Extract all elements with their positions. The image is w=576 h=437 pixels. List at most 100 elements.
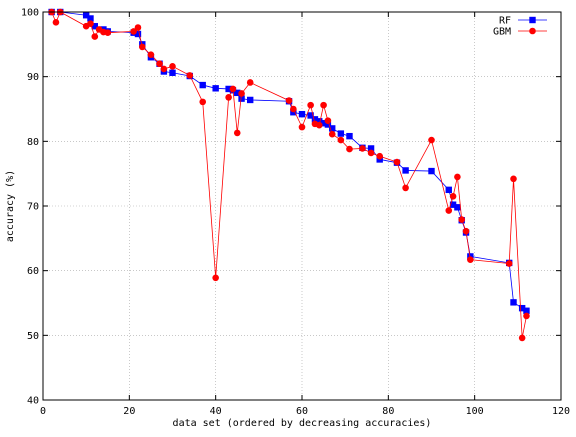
x-axis-label: data set (ordered by decreasing accuraci… — [173, 418, 432, 429]
y-tick-label: 60 — [27, 266, 39, 277]
gbm-point — [467, 256, 474, 263]
gbm-point — [445, 207, 453, 214]
gbm-point — [359, 145, 366, 152]
rf-point — [316, 118, 323, 125]
rf-point — [134, 30, 142, 38]
gbm-point — [324, 117, 332, 124]
gbm-point — [147, 51, 155, 58]
gbm-point — [290, 105, 297, 113]
rf-point — [82, 12, 90, 19]
gbm-point — [402, 184, 409, 192]
rf-point — [320, 120, 327, 127]
rf-point — [307, 112, 314, 119]
rf-point — [337, 130, 345, 137]
legend-label-rf: RF — [499, 16, 511, 27]
series-layer — [48, 8, 530, 342]
gbm-point — [510, 175, 517, 183]
x-tick-label: 60 — [296, 406, 308, 417]
gbm-point — [246, 79, 254, 86]
gbm-point — [298, 123, 306, 131]
rf-point — [238, 95, 245, 102]
gbm-point — [91, 33, 99, 40]
y-tick-label: 50 — [27, 331, 39, 342]
plot-frame — [42, 11, 562, 401]
rf-point — [449, 201, 457, 208]
gbm-point — [87, 20, 94, 27]
rf-point — [346, 132, 353, 140]
rf-point — [518, 304, 526, 312]
rf-point — [298, 110, 306, 118]
legend-marker-gbm — [529, 27, 536, 35]
gbm-point — [367, 149, 375, 157]
gbm-point — [449, 193, 457, 200]
rf-point — [428, 167, 435, 175]
rf-point — [199, 81, 206, 89]
gbm-point — [238, 90, 245, 97]
gbm-point — [328, 130, 336, 138]
gbm-point — [225, 94, 232, 101]
y-tick-label: 90 — [27, 72, 39, 83]
rf-point — [212, 85, 219, 92]
gbm-point — [346, 145, 353, 153]
x-tick-label: 80 — [382, 406, 394, 417]
gbm-point — [52, 19, 60, 26]
gbm-point — [462, 227, 470, 235]
y-tick-label: 40 — [27, 396, 39, 407]
rf-point — [225, 85, 232, 93]
rf-point — [523, 307, 530, 314]
rf-point — [247, 96, 254, 104]
gbm-point — [393, 158, 401, 166]
rf-point — [329, 125, 336, 132]
y-tick-label: 80 — [27, 137, 39, 148]
gbm-point — [104, 29, 112, 36]
y-tick-label: 70 — [27, 202, 39, 213]
gbm-point — [518, 334, 526, 342]
rf-point — [169, 69, 176, 76]
x-tick-label: 40 — [210, 406, 222, 417]
gbm-point — [186, 72, 194, 79]
gbm-point — [156, 60, 163, 68]
x-tick-label: 0 — [40, 406, 46, 417]
rf-point — [91, 23, 98, 30]
gbm-point — [523, 312, 530, 320]
gbm-point — [376, 152, 384, 160]
gbm-point — [307, 101, 314, 109]
gbm-point — [505, 260, 513, 267]
gbm-point — [285, 97, 293, 104]
gbm-point — [134, 24, 142, 31]
gbm-point — [458, 216, 466, 223]
y-tick-label: 100 — [21, 8, 39, 19]
rf-point — [454, 204, 461, 211]
gbm-point — [454, 173, 461, 181]
gbm-point — [130, 28, 137, 35]
rf-point — [367, 145, 375, 152]
x-tick-label: 20 — [123, 406, 135, 417]
rf-point — [234, 89, 241, 97]
gbm-point — [337, 136, 345, 144]
gbm-point — [320, 101, 327, 109]
gbm-point — [315, 121, 323, 129]
gbm-point — [138, 43, 146, 51]
gbm-point — [428, 136, 435, 144]
legend-label-gbm: GBM — [493, 27, 511, 38]
gbm-point — [169, 63, 176, 70]
axis-ticks: 40 50 60 70 80 90 100 0 20 40 60 80 100 120 — [21, 8, 570, 418]
y-axis-label: accuracy (%) — [5, 170, 16, 242]
gbm-point — [229, 85, 237, 93]
rf-point — [445, 186, 452, 194]
x-tick-label: 100 — [466, 406, 484, 417]
gbm-point — [199, 98, 207, 106]
gbm-point — [212, 274, 219, 282]
rf-point — [510, 299, 517, 306]
x-tick-label: 120 — [552, 406, 570, 417]
grid-lines — [43, 12, 561, 400]
rf-point — [402, 167, 409, 174]
rf-point — [87, 15, 94, 22]
gbm-point — [233, 129, 241, 137]
gbm-point — [160, 65, 168, 73]
legend-marker-rf — [529, 16, 536, 24]
